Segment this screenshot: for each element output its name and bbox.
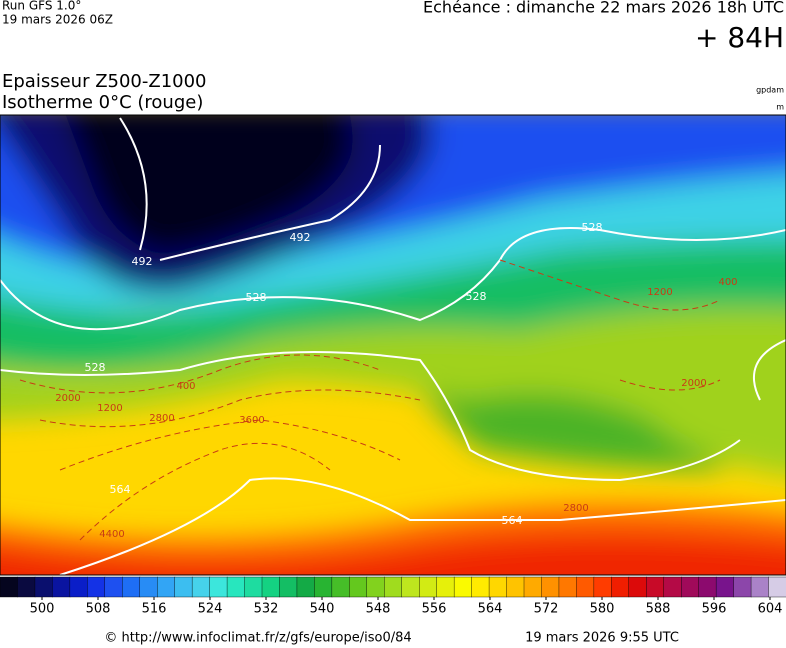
isotherm-label: 400 bbox=[176, 381, 195, 392]
lead-time: + 84H bbox=[695, 21, 784, 54]
isotherm-label: 1200 bbox=[97, 403, 122, 414]
colorbar-swatch bbox=[419, 576, 438, 598]
colorbar-swatch bbox=[663, 576, 682, 598]
colorbar-label: 524 bbox=[198, 602, 223, 617]
colorbar-swatch bbox=[209, 576, 228, 598]
colorbar-swatch bbox=[471, 576, 490, 598]
isotherm-label: 3600 bbox=[239, 415, 264, 426]
isotherm-label: 4400 bbox=[99, 529, 124, 540]
isotherm-label: 1200 bbox=[647, 287, 672, 298]
subtitle: Isotherme 0°C (rouge) bbox=[2, 92, 203, 113]
colorbar-label: 500 bbox=[30, 602, 55, 617]
run-date: 19 mars 2026 06Z bbox=[2, 13, 113, 27]
colorbar-label: 556 bbox=[422, 602, 447, 617]
colorbar-swatch bbox=[191, 576, 211, 598]
contour-label: 492 bbox=[290, 231, 311, 244]
colorbar-label: 580 bbox=[590, 602, 615, 617]
unit: m bbox=[776, 103, 784, 112]
colorbar-swatch bbox=[523, 576, 542, 598]
model: Run GFS 1.0° bbox=[2, 0, 81, 13]
colorbar-swatch bbox=[69, 576, 88, 598]
colorbar-swatch bbox=[768, 576, 786, 598]
colorbar-swatch bbox=[384, 576, 403, 598]
colorbar-swatch bbox=[279, 576, 298, 598]
colorbar-swatch bbox=[611, 576, 630, 598]
valid-time: Echéance : dimanche 22 mars 2026 18h UTC bbox=[423, 0, 784, 17]
colorbar-label: 516 bbox=[142, 602, 167, 617]
colorbar: 500 508 516 524 532 540 548 556 564 572 580 588 596 6… bbox=[0, 576, 786, 617]
map-frame bbox=[0, 114, 786, 576]
contour-label: 528 bbox=[246, 291, 267, 304]
colorbar-swatch bbox=[541, 576, 560, 598]
colorbar-label: 604 bbox=[758, 602, 783, 617]
colorbar-swatch bbox=[296, 576, 315, 598]
title: Epaisseur Z500-Z1000 bbox=[2, 71, 207, 92]
colorbar-swatch bbox=[52, 576, 71, 598]
contour-label: 528 bbox=[466, 290, 487, 303]
thickness-labels: 492 492 528 528 528 528 564 564 bbox=[85, 221, 603, 527]
colorbar-swatch bbox=[558, 576, 577, 598]
colorbar-swatch bbox=[0, 576, 18, 598]
colorbar-swatch bbox=[226, 576, 246, 598]
colorbar-swatch bbox=[576, 576, 595, 598]
isotherm-labels: 400 400 1200 1200 2000 2000 2800 2800 36… bbox=[55, 277, 737, 540]
colorbar-swatch bbox=[261, 576, 280, 598]
contour-label: 564 bbox=[110, 483, 131, 496]
isotherm-label: 2000 bbox=[55, 393, 80, 404]
colorbar-swatch bbox=[698, 576, 717, 598]
contour-label: 528 bbox=[85, 361, 106, 374]
colorbar-label: 564 bbox=[478, 602, 503, 617]
colorbar-swatch bbox=[17, 576, 36, 598]
colorbar-swatch bbox=[244, 576, 263, 598]
colorbar-swatch bbox=[139, 576, 158, 598]
colorbar-swatch bbox=[436, 576, 455, 598]
map: 492 492 528 528 528 528 564 564 400 400 … bbox=[0, 115, 786, 575]
colorbar-swatch bbox=[34, 576, 53, 598]
isotherm-label: 2800 bbox=[149, 413, 174, 424]
isotherm-label: 2800 bbox=[563, 503, 588, 514]
colorbar-swatch bbox=[174, 576, 193, 598]
colorbar-swatch bbox=[156, 576, 176, 598]
colorbar-swatch bbox=[488, 576, 508, 598]
colorbar-label: 508 bbox=[86, 602, 111, 617]
colorbar-swatch bbox=[733, 576, 752, 598]
colorbar-swatch bbox=[750, 576, 770, 598]
footer-date: 19 mars 2026 9:55 UTC bbox=[525, 631, 679, 646]
colorbar-label: 596 bbox=[702, 602, 727, 617]
colorbar-swatch bbox=[331, 576, 350, 598]
source: © http://www.infoclimat.fr/z/gfs/europe/… bbox=[104, 631, 411, 646]
colorbar-label: 572 bbox=[534, 602, 559, 617]
colorbar-swatch bbox=[401, 576, 420, 598]
colorbar-swatch bbox=[314, 576, 333, 598]
colorbar-label: 540 bbox=[310, 602, 335, 617]
colorbar-swatch bbox=[366, 576, 385, 598]
colorbar-swatch bbox=[628, 576, 647, 598]
colorbar-swatch bbox=[681, 576, 700, 598]
colorbar-swatch bbox=[646, 576, 665, 598]
colorbar-swatch bbox=[506, 576, 525, 598]
isotherm-label: 2000 bbox=[681, 378, 706, 389]
colorbar-label: 548 bbox=[366, 602, 391, 617]
colorbar-swatch bbox=[87, 576, 106, 598]
contour-label: 528 bbox=[582, 221, 603, 234]
unit: gpdam bbox=[756, 86, 784, 95]
colorbar-swatch bbox=[104, 576, 123, 598]
colorbar-swatch bbox=[593, 576, 612, 598]
colorbar-swatch bbox=[453, 576, 473, 598]
colorbar-label: 588 bbox=[646, 602, 671, 617]
colorbar-swatch bbox=[122, 576, 141, 598]
colorbar-label: 532 bbox=[254, 602, 279, 617]
contour-label: 564 bbox=[502, 514, 523, 527]
contour-label: 492 bbox=[132, 255, 153, 268]
colorbar-swatch bbox=[349, 576, 368, 598]
isotherm-label: 400 bbox=[718, 277, 737, 288]
colorbar-swatch bbox=[715, 576, 735, 598]
